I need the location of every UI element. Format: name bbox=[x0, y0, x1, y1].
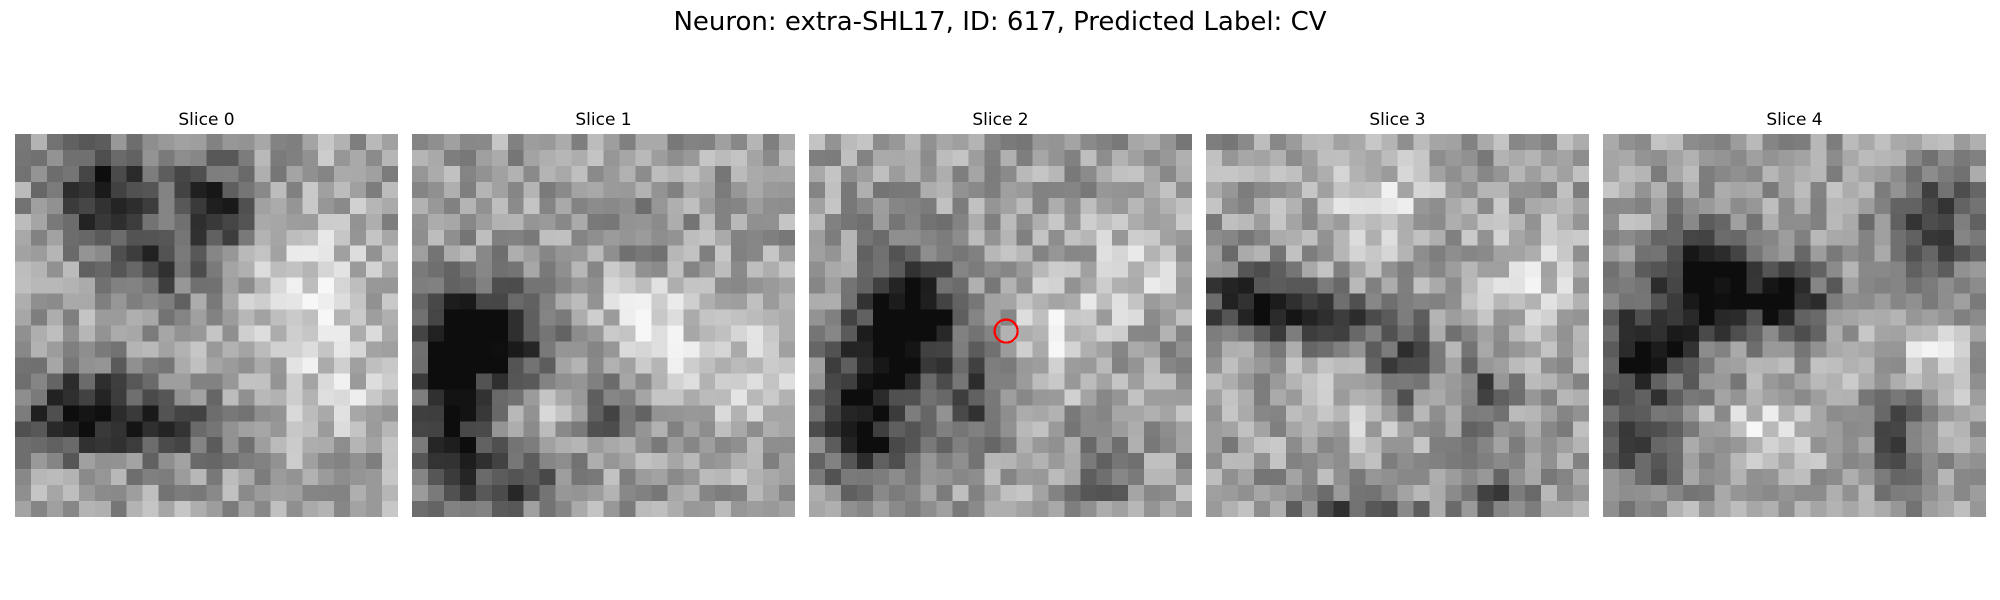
figure-title: Neuron: extra-SHL17, ID: 617, Predicted … bbox=[673, 7, 1327, 37]
slice-image-3 bbox=[1206, 134, 1589, 517]
slice-panel-0: Slice 0 bbox=[15, 108, 398, 517]
slice-image-0 bbox=[15, 134, 398, 517]
slice-image-4 bbox=[1603, 134, 1986, 517]
marker-circle bbox=[993, 318, 1019, 344]
slice-title: Slice 0 bbox=[178, 110, 235, 130]
slice-title: Slice 1 bbox=[575, 110, 632, 130]
slice-panel-2: Slice 2 bbox=[809, 108, 1192, 517]
slice-title: Slice 2 bbox=[972, 110, 1029, 130]
slice-title: Slice 4 bbox=[1766, 110, 1823, 130]
slice-title: Slice 3 bbox=[1369, 110, 1426, 130]
slice-image-2 bbox=[809, 134, 1192, 517]
slice-panel-3: Slice 3 bbox=[1206, 108, 1589, 517]
slice-panel-1: Slice 1 bbox=[412, 108, 795, 517]
slice-panel-4: Slice 4 bbox=[1603, 108, 1986, 517]
slice-image-1 bbox=[412, 134, 795, 517]
